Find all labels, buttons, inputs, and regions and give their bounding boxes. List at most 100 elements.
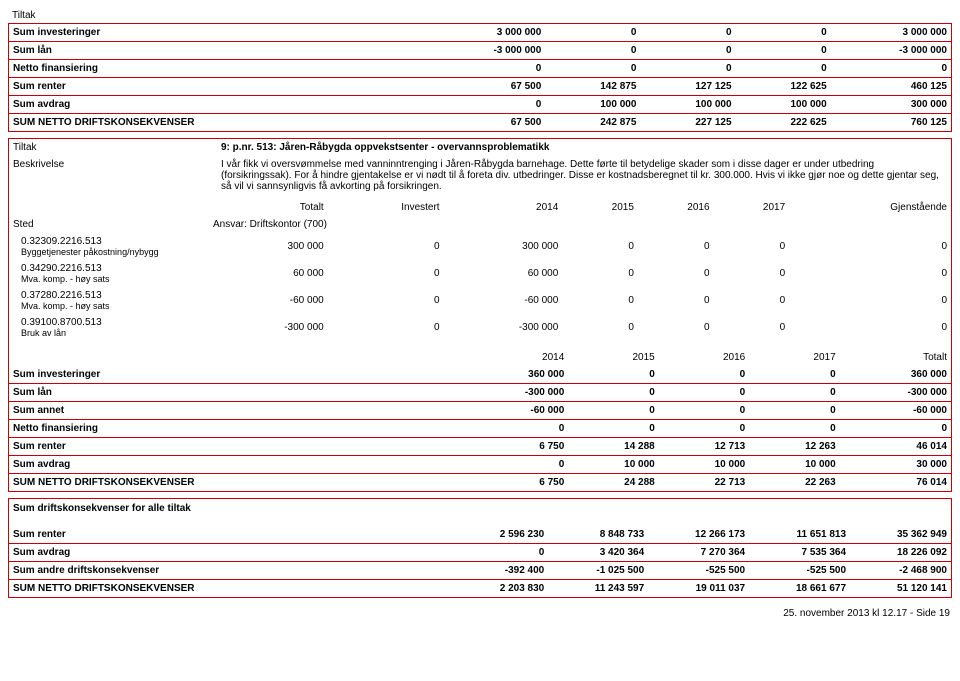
cell-value: -1 025 500 (548, 562, 648, 580)
row-label: Sum investeringer (9, 24, 217, 42)
cell-value: 0 (568, 366, 658, 384)
cell-value: 0 (545, 24, 640, 42)
list-item: 0.37280.2216.513Mva. komp. - høy sats-60… (9, 287, 951, 314)
all-tiltak-box: Sum driftskonsekvenser for alle tiltak S… (8, 498, 952, 598)
cell-value: 0 (457, 544, 548, 562)
cell-value: 0 (714, 287, 790, 314)
col-2016: 2016 (638, 199, 714, 216)
col-gjenstaende: Gjenstående (789, 199, 951, 216)
cell-value: 11 651 813 (749, 526, 850, 544)
cell-value: 0 (789, 233, 951, 260)
cell-value: -525 500 (648, 562, 749, 580)
cell-value: 14 288 (568, 438, 658, 456)
cell-value: 0 (638, 287, 714, 314)
col-investert: Investert (328, 199, 444, 216)
row-label: Sum renter (9, 526, 217, 544)
cell-value: 22 263 (749, 474, 839, 492)
detail-table: Totalt Investert 2014 2015 2016 2017 Gje… (9, 199, 951, 341)
cell-value: 0 (736, 24, 831, 42)
cell-value: -2 468 900 (850, 562, 951, 580)
col2-2017: 2017 (749, 349, 839, 366)
table-row: Sum andre driftskonsekvenser-392 400-1 0… (9, 562, 951, 580)
cell-value: 0 (789, 314, 951, 341)
table-row: Sum investeringer360 000000360 000 (9, 366, 951, 384)
col-2015: 2015 (562, 199, 638, 216)
cell-value: 0 (425, 60, 545, 78)
all-tiltak-title: Sum driftskonsekvenser for alle tiltak (9, 499, 951, 518)
row-label: Sum renter (9, 78, 217, 96)
table-row: Sum avdrag0100 000100 000100 000300 000 (9, 96, 951, 114)
row-label: Netto finansiering (9, 420, 217, 438)
cell-value: 67 500 (425, 114, 545, 132)
row-label: SUM NETTO DRIFTSKONSEKVENSER (9, 114, 217, 132)
cell-value: 6 750 (457, 474, 568, 492)
tiltak-value: 9: p.nr. 513: Jåren-Råbygda oppvekstsent… (217, 139, 951, 156)
tiltak-box: Tiltak 9: p.nr. 513: Jåren-Råbygda oppve… (8, 138, 952, 492)
col2-2014: 2014 (457, 349, 568, 366)
tiltak-label: Tiltak (9, 139, 217, 156)
sted-value: Ansvar: Driftskontor (700) (209, 216, 951, 233)
cell-value: 0 (425, 96, 545, 114)
row-label: Sum andre driftskonsekvenser (9, 562, 217, 580)
cell-value: 0 (545, 42, 640, 60)
cell-value: 22 713 (659, 474, 749, 492)
table-row: Sum avdrag010 00010 00010 00030 000 (9, 456, 951, 474)
cell-value: 142 875 (545, 78, 640, 96)
cell-value: 18 226 092 (850, 544, 951, 562)
item-label: 0.34290.2216.513Mva. komp. - høy sats (9, 260, 209, 287)
row-label: Sum lån (9, 42, 217, 60)
cell-value: 0 (545, 60, 640, 78)
cell-value: 360 000 (840, 366, 951, 384)
cell-value: -60 000 (457, 402, 568, 420)
cell-value: 12 263 (749, 438, 839, 456)
cell-value: 0 (749, 366, 839, 384)
row-label: Netto finansiering (9, 60, 217, 78)
cell-value: 0 (638, 314, 714, 341)
table-row: Sum annet-60 000000-60 000 (9, 402, 951, 420)
table-row: SUM NETTO DRIFTSKONSEKVENSER67 500242 87… (9, 114, 951, 132)
cell-value: 100 000 (545, 96, 640, 114)
cell-value: 0 (562, 260, 638, 287)
cell-value: 0 (638, 233, 714, 260)
table-row: Netto finansiering00000 (9, 420, 951, 438)
cell-value: 360 000 (457, 366, 568, 384)
cell-value: 10 000 (568, 456, 658, 474)
table-row: SUM NETTO DRIFTSKONSEKVENSER2 203 83011 … (9, 580, 951, 598)
cell-value: 12 713 (659, 438, 749, 456)
cell-value: 127 125 (640, 78, 735, 96)
cell-value: 0 (328, 287, 444, 314)
page-header: Tiltak (8, 8, 952, 23)
cell-value: 2 596 230 (457, 526, 548, 544)
cell-value: 6 750 (457, 438, 568, 456)
cell-value: 8 848 733 (548, 526, 648, 544)
cell-value: -300 000 (457, 384, 568, 402)
cell-value: 60 000 (209, 260, 328, 287)
beskrivelse-label: Beskrivelse (9, 156, 217, 195)
cell-value: 760 125 (831, 114, 951, 132)
cell-value: 76 014 (840, 474, 951, 492)
cell-value: 0 (659, 420, 749, 438)
cell-value: 67 500 (425, 78, 545, 96)
cell-value: 300 000 (444, 233, 563, 260)
cell-value: -300 000 (840, 384, 951, 402)
cell-value: 46 014 (840, 438, 951, 456)
table-row: Sum lån-300 000000-300 000 (9, 384, 951, 402)
cell-value: 0 (789, 260, 951, 287)
table-row: Sum investeringer3 000 0000003 000 000 (9, 24, 951, 42)
cell-value: 0 (640, 24, 735, 42)
col2-2015: 2015 (568, 349, 658, 366)
table-row: Sum renter6 75014 28812 71312 26346 014 (9, 438, 951, 456)
cell-value: 7 270 364 (648, 544, 749, 562)
list-item: 0.34290.2216.513Mva. komp. - høy sats60 … (9, 260, 951, 287)
row-label: SUM NETTO DRIFTSKONSEKVENSER (9, 474, 217, 492)
cell-value: 0 (714, 233, 790, 260)
row-label: SUM NETTO DRIFTSKONSEKVENSER (9, 580, 217, 598)
cell-value: 0 (789, 287, 951, 314)
cell-value: -3 000 000 (831, 42, 951, 60)
cell-value: 100 000 (640, 96, 735, 114)
cell-value: 60 000 (444, 260, 563, 287)
cell-value: 0 (568, 420, 658, 438)
row-label: Sum avdrag (9, 544, 217, 562)
cell-value: 460 125 (831, 78, 951, 96)
cell-value: 0 (457, 420, 568, 438)
